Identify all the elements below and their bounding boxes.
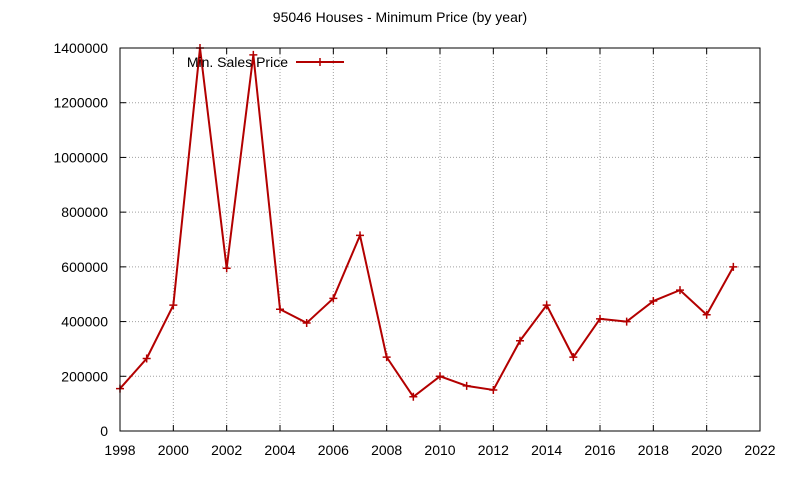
data-point: [596, 314, 604, 323]
x-tick-label: 2006: [318, 442, 349, 458]
series-layer: [116, 44, 738, 401]
x-tick-label: 2002: [211, 442, 242, 458]
plot-border: [119, 47, 761, 432]
data-point: [356, 231, 364, 240]
data-point: [676, 286, 684, 295]
data-point: [329, 294, 338, 303]
x-tick-label: 2014: [531, 442, 562, 458]
y-tick-label: 1200000: [53, 95, 108, 111]
data-point: [249, 50, 258, 59]
x-tick-label: 2004: [264, 442, 295, 458]
x-tick-label: 2022: [744, 442, 775, 458]
legend-label: Min. Sales Price: [187, 54, 288, 70]
y-tick-label: 800000: [61, 204, 108, 220]
x-tick-label: 2000: [158, 442, 189, 458]
data-point: [302, 318, 311, 327]
chart-title: 95046 Houses - Minimum Price (by year): [273, 9, 527, 25]
axes: 1998 2000 2002 2004 2006 2008 2010 2012 2014 2016…: [53, 40, 775, 458]
grid: [120, 48, 760, 431]
data-point: [382, 353, 391, 362]
data-point: [489, 385, 498, 394]
data-point: [729, 262, 738, 271]
data-point: [542, 301, 551, 310]
data-point: [436, 372, 444, 381]
x-tick-label: 1998: [104, 442, 135, 458]
y-tick-label: 0: [100, 423, 108, 439]
series-line: [119, 47, 735, 399]
data-point: [649, 297, 658, 306]
x-tick-label: 2018: [638, 442, 669, 458]
y-tick-label: 200000: [61, 368, 108, 384]
data-point: [516, 336, 524, 345]
x-tick-label: 2010: [424, 442, 455, 458]
data-point: [702, 310, 711, 319]
data-point: [169, 301, 178, 310]
data-point: [142, 354, 151, 363]
y-tick-label: 1000000: [53, 149, 108, 165]
y-tick-label: 1400000: [53, 40, 108, 56]
data-point: [569, 353, 578, 362]
data-point: [409, 392, 418, 401]
y-tick-label: 400000: [61, 314, 108, 330]
data-point: [462, 381, 471, 390]
x-tick-label: 2016: [584, 442, 615, 458]
y-tick-label: 600000: [61, 259, 108, 275]
legend-marker: [316, 58, 324, 66]
x-tick-label: 2020: [691, 442, 722, 458]
data-point: [222, 264, 231, 273]
x-tick-label: 2008: [371, 442, 402, 458]
data-point: [276, 305, 284, 314]
legend: Min. Sales Price: [187, 54, 344, 70]
data-point: [622, 317, 631, 326]
x-tick-label: 2012: [478, 442, 509, 458]
